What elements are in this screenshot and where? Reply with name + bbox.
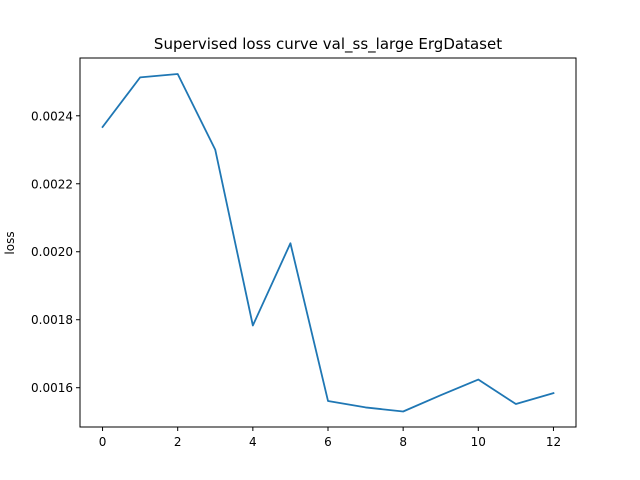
x-tick-label: 4 [249,435,257,449]
x-tick-label: 2 [174,435,182,449]
loss-series-line [101,73,555,413]
plot-frame [79,57,577,428]
x-axis-ticks: 0 2 4 6 8 10 12 [99,427,561,449]
y-axis-ticks: 0.0016 0.0018 0.0020 0.0022 0.0024 [31,109,80,395]
plot-area [80,58,576,427]
y-tick-label: 0.0022 [31,177,73,191]
x-tick-label: 12 [546,435,561,449]
y-tick-label: 0.0016 [31,381,73,395]
x-tick-label: 6 [324,435,332,449]
y-axis-label: loss [3,231,17,254]
y-tick-label: 0.0018 [31,313,73,327]
x-tick-label: 10 [471,435,486,449]
chart-title: Supervised loss curve val_ss_large ErgDa… [154,35,502,54]
x-tick-label: 8 [399,435,407,449]
x-tick-label: 0 [99,435,107,449]
y-tick-label: 0.0024 [31,109,73,123]
y-tick-label: 0.0020 [31,245,73,259]
